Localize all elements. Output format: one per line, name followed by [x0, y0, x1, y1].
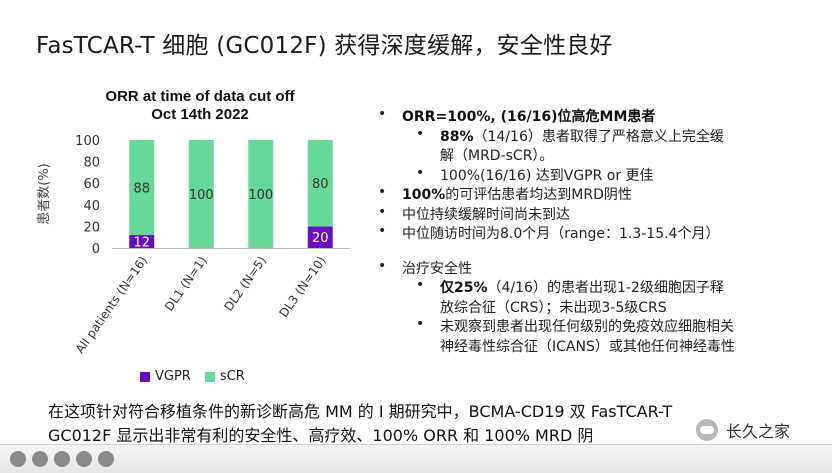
- legend-label-vgpr: VGPR: [155, 369, 191, 384]
- slide-title: FasTCAR-T 细胞 (GC012F) 获得深度缓解，安全性良好: [36, 33, 613, 59]
- subtitle-caption: 在这项针对符合移植条件的新诊断高危 MM 的 I 期研究中，BCMA-CD19 …: [0, 384, 832, 445]
- data-label-scr-3: 80: [312, 177, 329, 192]
- legend-swatch-scr: [204, 371, 215, 382]
- slides-icon[interactable]: [76, 451, 92, 467]
- bullet-dot: •: [416, 164, 425, 181]
- bullet-bold-text: 88%: [440, 128, 474, 145]
- bullet-text: 100%(16/16) 达到VGPR or 更佳: [440, 165, 654, 185]
- y-tick-label-3: 60: [83, 177, 100, 192]
- bullet-plain-text: 治疗安全性: [402, 260, 472, 277]
- wechat-icon: [696, 419, 718, 441]
- bullet-plain-text: 解（MRD-sCR）。: [440, 148, 554, 164]
- x-tick-label-3: DL3 (N=10): [276, 254, 328, 320]
- legend-item-scr: sCR: [204, 369, 245, 384]
- y-tick-label-4: 80: [83, 156, 100, 171]
- caption-line-2: GC012F 显示出非常有利的安全性、高疗效、100% ORR 和 100% M…: [48, 426, 594, 445]
- chart-title: ORR at time of data cut off Oct 14th 202…: [70, 88, 330, 124]
- bullet-text: 中位持续缓解时间尚未到达: [402, 204, 570, 224]
- bullet-plain-text: 神经毒性综合征（ICANS）或其他任何神经毒性: [440, 338, 735, 355]
- bullet-text: 88%（14/16）患者取得了严格意义上完全缓: [440, 126, 724, 146]
- chart-title-line1: ORR at time of data cut off: [105, 88, 295, 105]
- legend-label-scr: sCR: [219, 369, 245, 384]
- bullet-plain-text: 放综合征（CRS）；未出现3-5级CRS: [440, 299, 667, 316]
- bullet-plain-text: 100%(16/16) 达到VGPR or 更佳: [440, 167, 654, 184]
- presentation-toolbar: [0, 444, 832, 473]
- bullet-text: 放综合征（CRS）；未出现3-5级CRS: [440, 297, 667, 317]
- bullet-text: 100%的可评估患者均达到MRD阴性: [402, 184, 632, 204]
- legend-item-vgpr: VGPR: [140, 369, 191, 384]
- caption-line-1: 在这项针对符合移植条件的新诊断高危 MM 的 I 期研究中，BCMA-CD19 …: [48, 402, 673, 421]
- bullet-text: 中位随访时间为8.0个月（range：1.3-15.4个月）: [402, 223, 719, 243]
- data-label-scr-2: 100: [248, 188, 273, 203]
- bullet-dot: •: [416, 125, 425, 142]
- bar-scr-1: [188, 140, 214, 248]
- bullet-dot: •: [416, 277, 425, 293]
- y-tick-label-0: 0: [92, 242, 100, 257]
- bullet-plain-text: 的可评估患者均达到MRD阴性: [445, 187, 632, 203]
- bullet-plain-text: （14/16）患者取得了严格意义上完全缓: [473, 128, 724, 145]
- bullet-plain-text: （4/16）的患者出现1-2级细胞因子释: [487, 280, 724, 296]
- bullet-text: 神经毒性综合征（ICANS）或其他任何神经毒性: [440, 336, 735, 356]
- bar-scr-3: [307, 140, 333, 227]
- bullet-dot: •: [378, 184, 387, 200]
- search-icon[interactable]: [98, 451, 114, 467]
- chart-title-line2: Oct 14th 2022: [151, 106, 249, 123]
- data-label-scr-0: 88: [133, 182, 150, 197]
- x-tick-label-0: All patients (N=16): [73, 254, 151, 356]
- watermark: 长久之家: [696, 418, 790, 442]
- bullet-dot: •: [378, 223, 387, 239]
- bullet-text: 治疗安全性: [402, 258, 472, 278]
- data-label-vgpr-0: 12: [133, 236, 150, 251]
- bullet-bold-text: ORR=100%, (16/16)位高危MM患者: [402, 109, 656, 125]
- bullet-dot: •: [378, 257, 387, 274]
- bar-vgpr-0: [129, 235, 155, 248]
- y-tick-label-2: 40: [83, 199, 100, 214]
- prev-icon[interactable]: [10, 451, 26, 467]
- bullet-dot: •: [416, 316, 425, 332]
- y-axis-label: 患者数(%): [37, 163, 52, 225]
- bullet-dot: •: [378, 203, 387, 220]
- bullet-text: 仅25%（4/16）的患者出现1-2级细胞因子释: [440, 277, 724, 297]
- x-tick-label-1: DL1 (N=1): [162, 254, 210, 314]
- y-tick-label-1: 20: [83, 220, 100, 235]
- next-icon[interactable]: [32, 451, 48, 467]
- legend-swatch-vgpr: [140, 371, 150, 382]
- bullet-text: 解（MRD-sCR）。: [440, 145, 553, 165]
- bar-vgpr-3: [307, 226, 333, 248]
- y-tick-label-5: 100: [75, 134, 100, 149]
- bullet-text: 未观察到患者出现任何级别的免疫效应细胞相关: [440, 316, 734, 336]
- bullet-bold-text: 100%: [402, 187, 446, 203]
- bullet-plain-text: 中位随访时间为8.0个月（range：1.3-15.4个月）: [402, 226, 720, 242]
- bar-scr-0: [129, 140, 155, 236]
- bullet-dot: •: [378, 106, 387, 122]
- bullet-plain-text: 中位持续缓解时间尚未到达: [402, 206, 570, 223]
- watermark-text: 长久之家: [726, 422, 791, 441]
- chart-legend: VGPR sCR: [140, 369, 245, 384]
- bullet-bold-text: 仅25%: [440, 280, 488, 296]
- data-label-vgpr-3: 20: [312, 231, 329, 246]
- bullet-text: ORR=100%, (16/16)位高危MM患者: [402, 106, 655, 126]
- bar-scr-2: [248, 140, 274, 248]
- x-tick-label-2: DL2 (N=5): [221, 254, 269, 314]
- pen-icon[interactable]: [54, 451, 70, 467]
- bullet-plain-text: 未观察到患者出现任何级别的免疫效应细胞相关: [440, 319, 734, 335]
- data-label-scr-1: 100: [189, 188, 214, 203]
